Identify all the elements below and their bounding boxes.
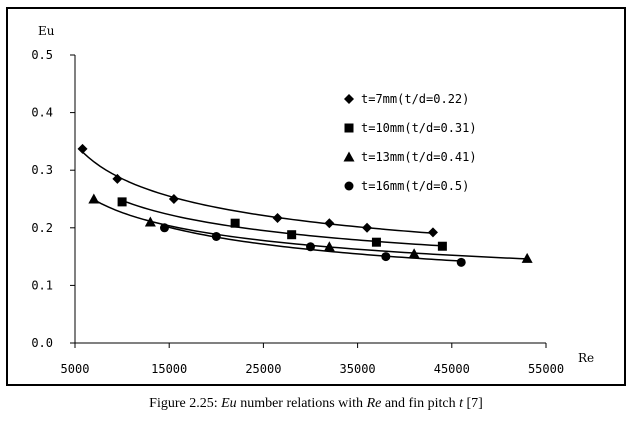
caption-mid1: number relations with xyxy=(236,396,367,411)
x-tick-label: 5000 xyxy=(61,362,90,376)
y-tick-label: 0.2 xyxy=(31,221,53,235)
figure-caption: Figure 2.25: Eu number relations with Re… xyxy=(0,396,632,412)
y-tick-label: 0.1 xyxy=(31,278,53,292)
data-point-square xyxy=(117,197,127,207)
caption-suffix: [7] xyxy=(462,396,483,411)
x-tick-label: 25000 xyxy=(245,362,281,376)
x-axis-title: Re xyxy=(578,351,594,365)
y-tick-label: 0.4 xyxy=(31,106,53,120)
legend: t=7mm(t/d=0.22) t=10mm(t/d=0.31) t=13mm(t/… xyxy=(343,92,477,193)
data-point-circle xyxy=(456,257,466,267)
data-markers xyxy=(77,143,533,267)
data-point-square xyxy=(230,218,240,228)
legend-marker-circle xyxy=(344,181,354,191)
data-point-circle xyxy=(211,231,221,241)
caption-re: Re xyxy=(366,396,382,411)
data-point-diamond xyxy=(168,194,179,204)
data-point-diamond xyxy=(77,143,88,154)
caption-eu: Eu xyxy=(221,396,237,411)
chart: 0.0 0.1 0.2 0.3 0.4 0.5 5000 15000 25000 35000 450… xyxy=(31,24,594,376)
data-point-triangle xyxy=(408,248,420,259)
data-point-triangle xyxy=(88,193,100,204)
caption-t: t xyxy=(459,396,463,411)
data-point-square xyxy=(287,230,297,240)
data-point-diamond xyxy=(324,218,335,229)
legend-marker-square xyxy=(344,123,354,133)
data-point-circle xyxy=(306,242,315,252)
legend-label: t=10mm(t/d=0.31) xyxy=(361,121,477,135)
y-axis-title: Eu xyxy=(38,24,55,38)
data-point-square xyxy=(437,241,447,251)
legend-marker-triangle xyxy=(343,151,355,162)
x-tick-label: 35000 xyxy=(340,362,376,376)
data-point-diamond xyxy=(427,227,438,238)
figure-frame xyxy=(6,7,626,386)
legend-label: t=16mm(t/d=0.5) xyxy=(361,179,469,193)
data-point-circle xyxy=(159,223,169,233)
x-tick-label: 45000 xyxy=(434,362,470,376)
data-point-diamond xyxy=(362,222,373,233)
legend-marker-diamond xyxy=(344,94,354,104)
y-tick-label: 0.0 xyxy=(31,336,53,350)
data-point-circle xyxy=(381,252,391,262)
trend-lines xyxy=(82,151,528,262)
trend-line-diamond xyxy=(82,151,434,234)
data-point-triangle xyxy=(144,216,156,227)
data-point-triangle xyxy=(323,241,335,252)
data-point-diamond xyxy=(112,173,123,184)
x-tick-label: 15000 xyxy=(151,362,187,376)
y-tick-label: 0.3 xyxy=(31,163,53,177)
caption-prefix: Figure 2.25: xyxy=(149,396,222,411)
x-tick-label: 55000 xyxy=(528,362,564,376)
data-point-diamond xyxy=(272,213,283,224)
caption-mid2: and fin pitch xyxy=(381,396,460,411)
trend-line-square xyxy=(121,199,443,247)
data-point-square xyxy=(371,237,381,247)
legend-label: t=13mm(t/d=0.41) xyxy=(361,150,477,164)
axes: 0.0 0.1 0.2 0.3 0.4 0.5 5000 15000 25000 35000 450… xyxy=(31,24,594,376)
data-point-triangle xyxy=(521,252,533,263)
legend-label: t=7mm(t/d=0.22) xyxy=(361,92,469,106)
y-tick-label: 0.5 xyxy=(31,48,53,62)
